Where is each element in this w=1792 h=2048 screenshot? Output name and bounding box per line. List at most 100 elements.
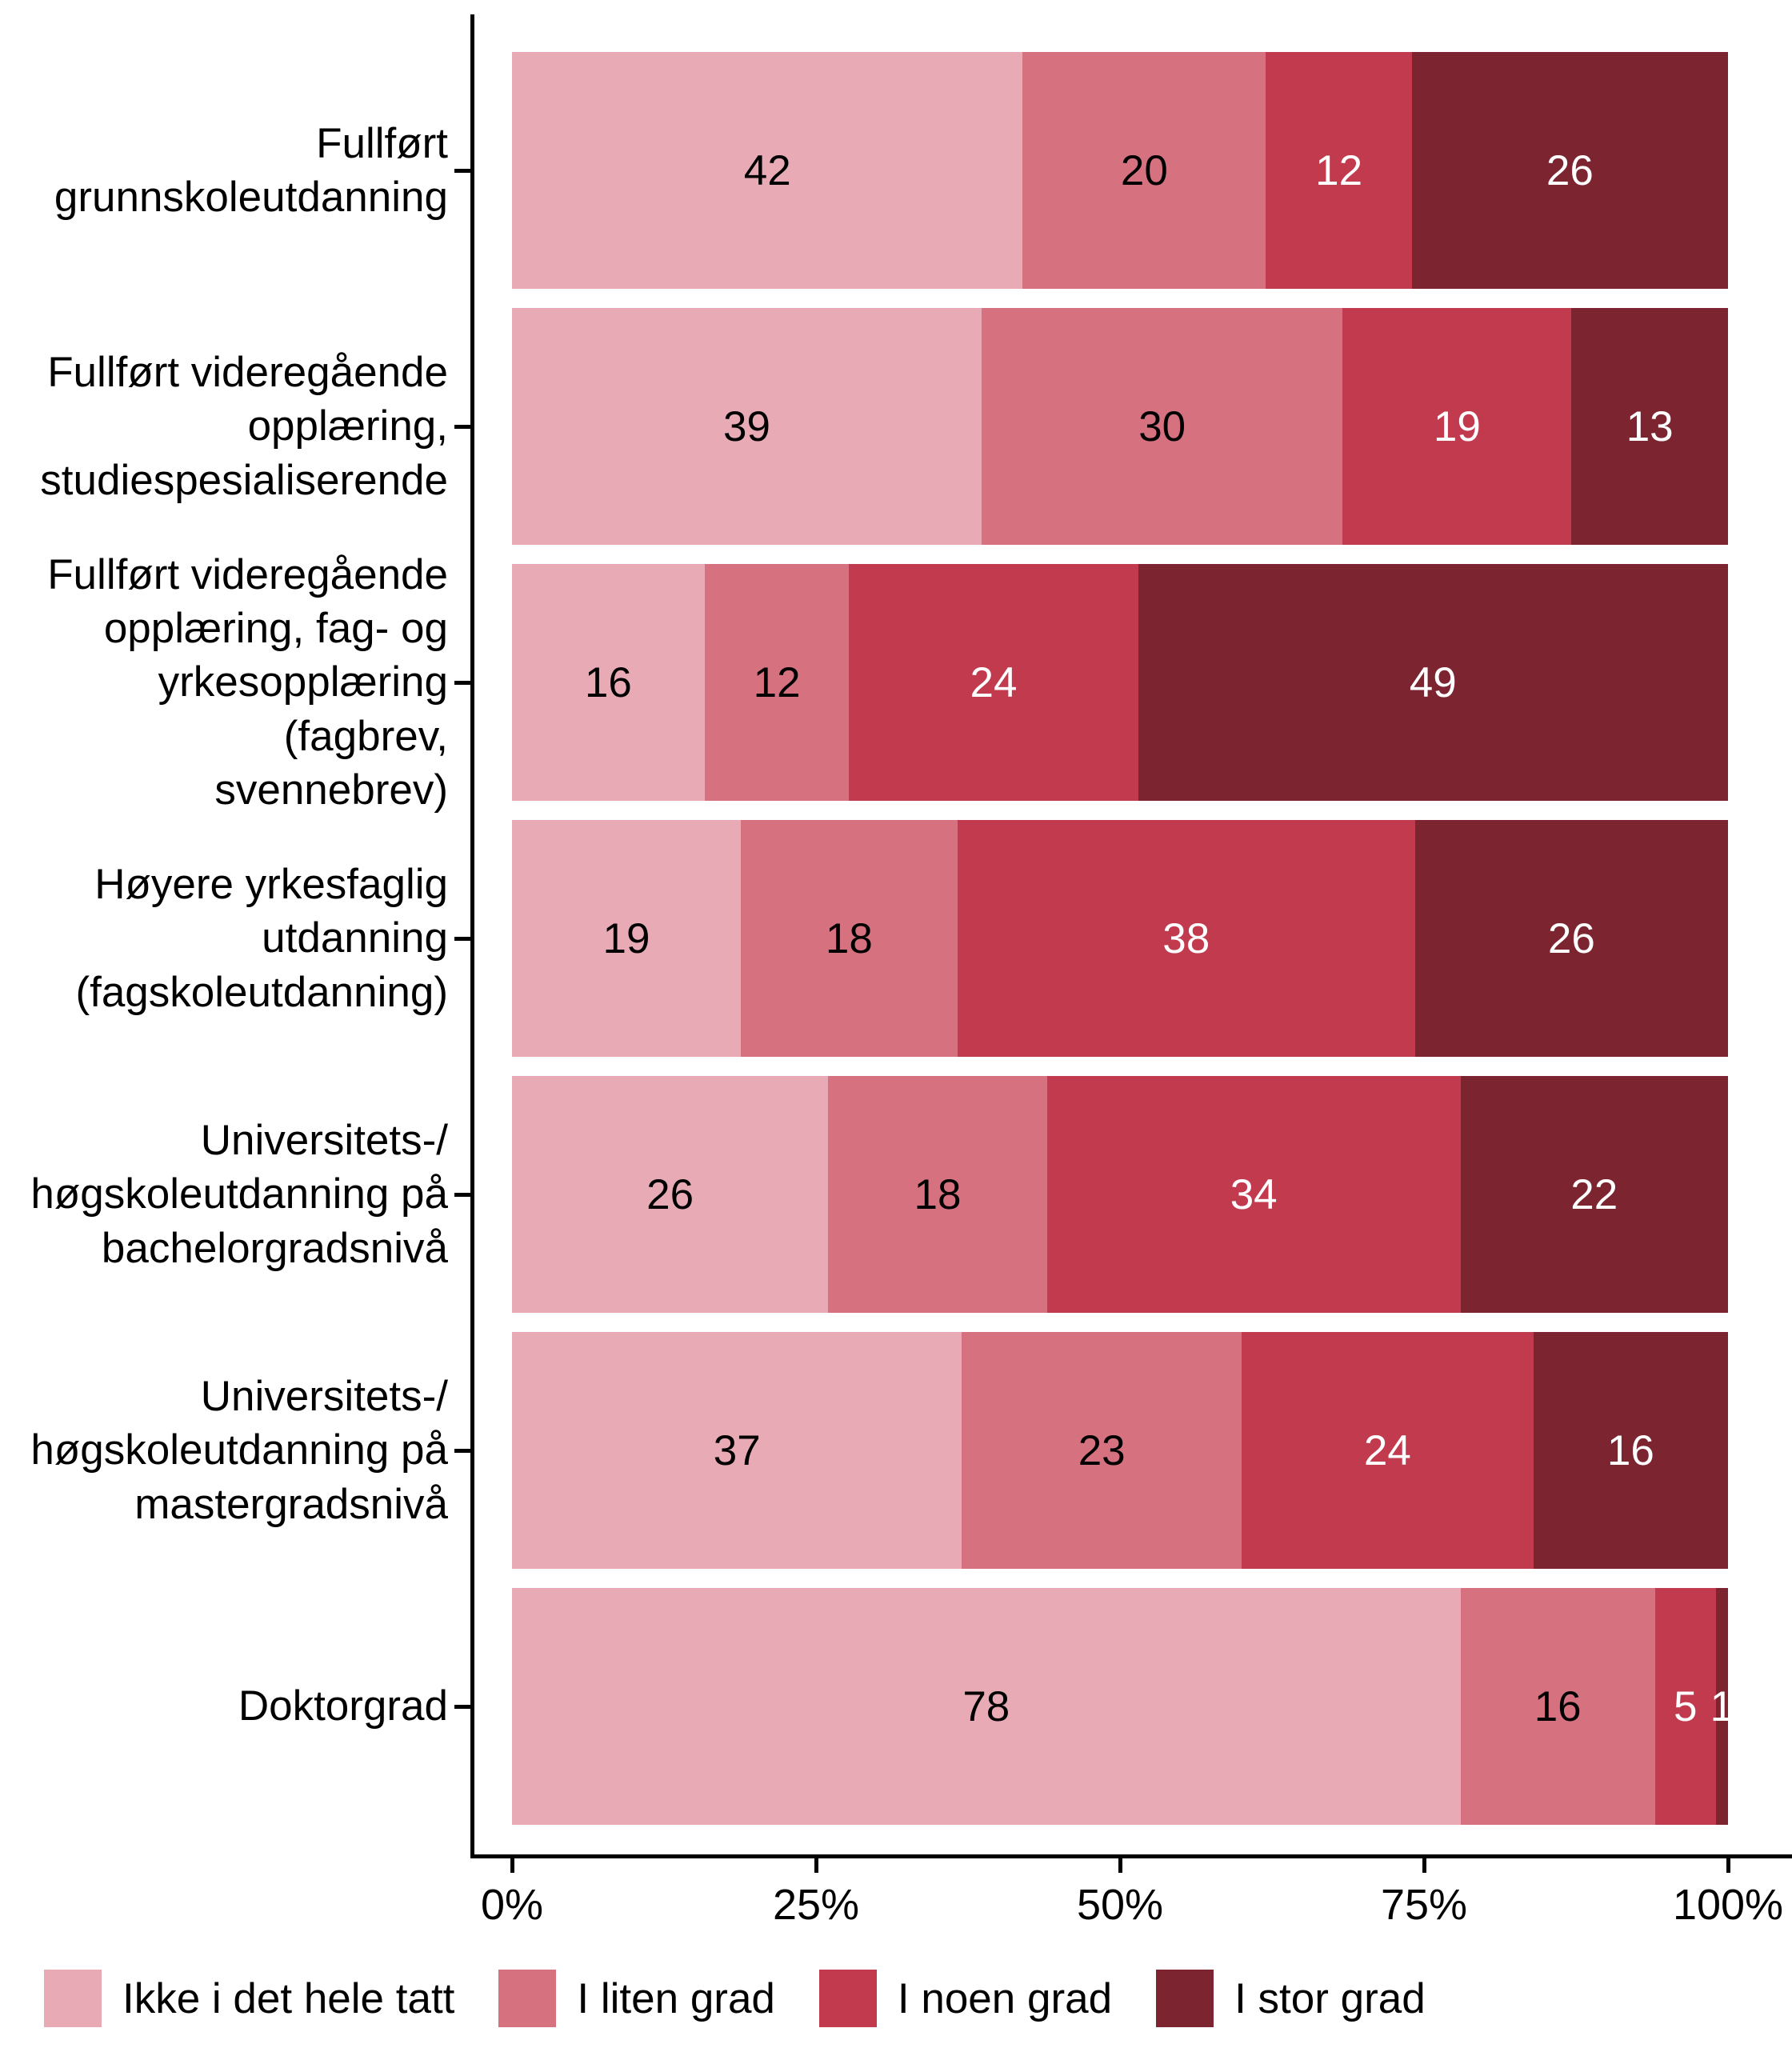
- bar-value-label: 26: [1547, 914, 1595, 962]
- bar-segment-i-noen-grad: 34: [1046, 1076, 1461, 1313]
- bar-row: 78 16 5 1: [512, 1588, 1734, 1825]
- y-axis-line: [470, 14, 474, 1858]
- bar-value-label: 16: [584, 658, 632, 706]
- bar-segment-i-stor-grad: 26: [1411, 52, 1728, 289]
- legend-item: Ikke i det hele tatt: [44, 1970, 454, 2027]
- bar-value-label: 30: [1138, 402, 1186, 450]
- bar-value-label: 16: [1606, 1426, 1654, 1474]
- legend-item: I noen grad: [818, 1970, 1113, 2027]
- bar-value-label: 37: [713, 1426, 761, 1474]
- bar-segment-i-liten-grad: 30: [981, 308, 1343, 545]
- bar-value-label: 19: [602, 914, 650, 962]
- bar-segment-i-stor-grad: 22: [1460, 1076, 1728, 1313]
- x-axis-line: [470, 1854, 1792, 1858]
- bar-value-label: 24: [970, 658, 1018, 706]
- bar-value-label: 22: [1570, 1170, 1618, 1218]
- bar-value-label: 23: [1078, 1426, 1126, 1474]
- y-axis-label: Doktorgrad: [238, 1682, 448, 1730]
- bar-segment-i-liten-grad: 18: [740, 820, 958, 1057]
- bar-segment-i-liten-grad: 18: [828, 1076, 1047, 1313]
- x-axis-tick: [1118, 1858, 1122, 1873]
- legend-swatch: [44, 1970, 102, 2027]
- x-axis-tick: [510, 1858, 514, 1873]
- y-axis-tick: [454, 681, 470, 685]
- bar-segment-i-stor-grad: 16: [1533, 1332, 1728, 1569]
- bar-segment-i-noen-grad: 24: [849, 564, 1138, 801]
- bar-value-label: 34: [1230, 1170, 1278, 1218]
- y-axis-tick: [454, 1193, 470, 1197]
- legend: Ikke i det hele tatt I liten grad I noen g…: [44, 1970, 1470, 2027]
- bar-row: 16 12 24 49: [512, 564, 1728, 801]
- x-axis-tick: [1726, 1858, 1730, 1873]
- legend-label: Ikke i det hele tatt: [122, 1974, 455, 2022]
- x-axis-tick-label: 50%: [1076, 1881, 1164, 1929]
- bar-segment-i-noen-grad: 19: [1342, 308, 1572, 545]
- y-axis-tick: [454, 937, 470, 941]
- bar-value-label: 16: [1534, 1682, 1582, 1730]
- bar-value-label: 24: [1363, 1426, 1411, 1474]
- legend-label: I liten grad: [577, 1974, 775, 2022]
- bar-value-label: 78: [962, 1682, 1010, 1730]
- x-axis-tick-label: 100%: [1672, 1881, 1784, 1929]
- bar-row: 26 18 34 22: [512, 1076, 1728, 1313]
- bar-segment-i-stor-grad: 26: [1414, 820, 1728, 1057]
- bar-segment-i-noen-grad: 24: [1241, 1332, 1534, 1569]
- y-axis-tick: [454, 169, 470, 173]
- bar-value-label: 18: [914, 1170, 962, 1218]
- y-axis-label: Fullført videregående opplæring, fag- og…: [47, 550, 448, 814]
- bar-segment-i-liten-grad: 12: [704, 564, 850, 801]
- bar-segment-i-stor-grad: 49: [1138, 564, 1728, 801]
- bar-segment-ikke-i-det-hele-tatt: 37: [512, 1332, 962, 1569]
- y-axis-label: Høyere yrkesfaglig utdanning (fagskoleut…: [75, 861, 448, 1016]
- legend-label: I noen grad: [897, 1974, 1113, 2022]
- y-axis-label: Fullført grunnskoleutdanning: [54, 119, 448, 221]
- bar-segment-ikke-i-det-hele-tatt: 19: [512, 820, 741, 1057]
- legend-swatch: [1156, 1970, 1214, 2027]
- y-axis-labels: Fullført grunnskoleutdanning Fullført vid…: [0, 52, 448, 1844]
- y-axis-tick: [454, 1705, 470, 1709]
- y-axis-tick: [454, 1449, 470, 1453]
- x-axis-tick: [1422, 1858, 1426, 1873]
- bar-segment-i-noen-grad: 12: [1266, 52, 1412, 289]
- bar-segment-i-liten-grad: 20: [1022, 52, 1266, 289]
- bar-value-label: 38: [1162, 914, 1210, 962]
- bar-segment-ikke-i-det-hele-tatt: 39: [512, 308, 982, 545]
- legend-item: I stor grad: [1156, 1970, 1426, 2027]
- legend-item: I liten grad: [498, 1970, 775, 2027]
- bar-segment-i-stor-grad: 13: [1571, 308, 1728, 545]
- bar-segment-ikke-i-det-hele-tatt: 42: [512, 52, 1023, 289]
- bar-row: 39 30 19 13: [512, 308, 1728, 545]
- bar-segment-i-noen-grad: 5: [1654, 1588, 1716, 1825]
- bar-value-label: 5: [1674, 1682, 1698, 1730]
- bar-row: 37 23 24 16: [512, 1332, 1728, 1569]
- bar-segment-ikke-i-det-hele-tatt: 26: [512, 1076, 829, 1313]
- x-axis-tick: [814, 1858, 818, 1873]
- bar-value-label: 19: [1433, 402, 1481, 450]
- bar-segment-i-noen-grad: 38: [957, 820, 1415, 1057]
- legend-swatch: [818, 1970, 877, 2027]
- y-axis-label: Universitets-/ høgskoleutdanning på bach…: [30, 1117, 448, 1272]
- bar-segment-ikke-i-det-hele-tatt: 16: [512, 564, 705, 801]
- x-axis-tick-label: 0%: [480, 1881, 544, 1929]
- x-axis-tick-label: 25%: [772, 1881, 860, 1929]
- bar-value-label: 42: [743, 146, 791, 194]
- bar-row: 19 18 38 26: [512, 820, 1728, 1057]
- bar-segment-i-liten-grad: 16: [1460, 1588, 1655, 1825]
- bar-value-label: 1: [1710, 1682, 1734, 1730]
- bar-value-label: 49: [1409, 658, 1457, 706]
- bar-value-label: 12: [1315, 146, 1363, 194]
- bar-row: 42 20 12 26: [512, 52, 1728, 289]
- bar-value-label: 39: [722, 402, 770, 450]
- bar-value-label: 13: [1626, 402, 1674, 450]
- bar-segment-i-stor-grad: 1: [1710, 1588, 1734, 1825]
- bar-value-label: 26: [1546, 146, 1594, 194]
- bar-value-label: 12: [753, 658, 801, 706]
- bar-segment-i-liten-grad: 23: [962, 1332, 1242, 1569]
- y-axis-tick: [454, 425, 470, 429]
- bar-segment-ikke-i-det-hele-tatt: 78: [512, 1588, 1461, 1825]
- y-axis-label: Universitets-/ høgskoleutdanning på mast…: [30, 1373, 448, 1528]
- legend-swatch: [498, 1970, 557, 2027]
- x-axis-tick-label: 75%: [1380, 1881, 1468, 1929]
- bar-value-label: 20: [1120, 146, 1168, 194]
